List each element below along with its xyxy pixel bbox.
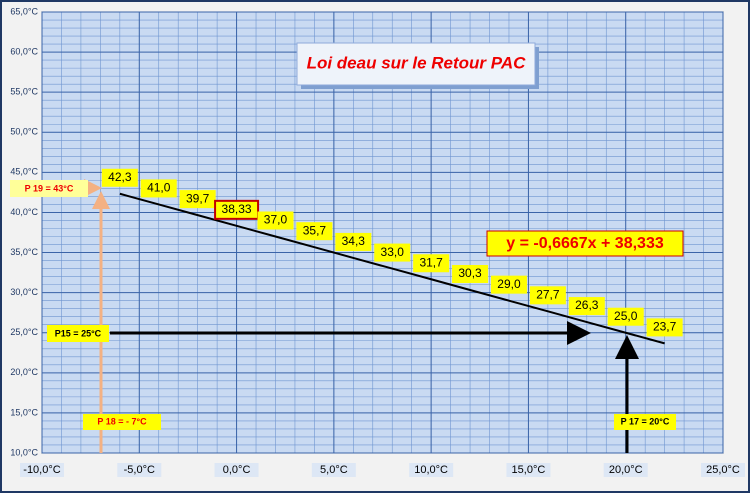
annotation: P 17 = 20°C xyxy=(621,416,670,426)
data-label-box xyxy=(374,243,411,262)
y-tick-label: 25,0°C xyxy=(10,327,38,337)
data-label: 38,33 xyxy=(222,202,252,216)
annotation-box xyxy=(47,325,109,342)
data-label: 34,3 xyxy=(342,234,366,248)
data-label-box xyxy=(646,318,683,337)
y-tick-label: 65,0°C xyxy=(10,6,38,16)
data-label: 23,7 xyxy=(653,320,677,334)
x-tick-box xyxy=(409,463,454,477)
annotation-box xyxy=(614,414,676,430)
data-label-box xyxy=(490,275,527,294)
annotation: P15 = 25°C xyxy=(55,328,102,338)
data-label: 25,0 xyxy=(614,309,638,323)
x-tick-label: 25,0°C xyxy=(706,464,740,476)
annotation: P 18 = - 7°C xyxy=(97,416,147,426)
equation-box xyxy=(486,230,684,257)
title-box xyxy=(296,42,536,86)
x-tick-label: 10,0°C xyxy=(414,464,448,476)
y-tick-label: 15,0°C xyxy=(10,407,38,417)
data-label: 26,3 xyxy=(575,298,599,312)
data-label-box xyxy=(607,307,644,326)
x-tick-box xyxy=(117,463,162,477)
data-label: 37,0 xyxy=(264,213,288,227)
x-tick-box xyxy=(20,463,64,477)
equation: y = -0,6667x + 38,333 xyxy=(506,235,664,252)
x-tick-label: 15,0°C xyxy=(512,464,546,476)
x-tick-label: -5,0°C xyxy=(124,464,155,476)
data-label-box xyxy=(101,168,138,187)
data-label-box xyxy=(529,286,566,305)
x-tick-box xyxy=(506,463,551,477)
x-tick-label: -10,0°C xyxy=(23,464,60,476)
x-tick-label: 20,0°C xyxy=(609,464,643,476)
x-tick-label: 0,0°C xyxy=(223,464,251,476)
data-label-box xyxy=(179,190,216,209)
y-tick-label: 10,0°C xyxy=(10,447,38,457)
data-label: 42,3 xyxy=(108,170,132,184)
x-tick-box xyxy=(311,463,356,477)
x-tick-box xyxy=(214,463,259,477)
y-tick-label: 40,0°C xyxy=(10,207,38,217)
data-label-box xyxy=(296,222,333,241)
data-label-box xyxy=(413,254,450,273)
data-label: 29,0 xyxy=(497,277,521,291)
data-label: 31,7 xyxy=(419,255,443,269)
data-label-box xyxy=(214,199,260,220)
data-label-box xyxy=(335,232,372,251)
y-tick-label: 55,0°C xyxy=(10,87,38,97)
y-tick-label: 35,0°C xyxy=(10,247,38,257)
data-label: 35,7 xyxy=(303,223,327,237)
annotation: P 19 = 43°C xyxy=(25,183,74,193)
data-label: 27,7 xyxy=(536,287,560,301)
data-label: 39,7 xyxy=(186,191,210,205)
y-tick-label: 60,0°C xyxy=(10,46,38,56)
annotation-box xyxy=(83,414,161,430)
data-label-box xyxy=(140,179,177,198)
x-tick-label: 5,0°C xyxy=(320,464,348,476)
annotation-box xyxy=(10,180,88,197)
y-tick-label: 45,0°C xyxy=(10,167,38,177)
series-line xyxy=(119,192,665,345)
y-tick-label: 30,0°C xyxy=(10,287,38,297)
data-label-box xyxy=(568,297,605,316)
chart-title: Loi deau sur le Retour PAC xyxy=(307,53,527,72)
y-tick-label: 50,0°C xyxy=(10,127,38,137)
data-label: 33,0 xyxy=(381,245,405,259)
data-label: 41,0 xyxy=(147,181,171,195)
data-label: 30,3 xyxy=(458,266,482,280)
data-label-box xyxy=(257,211,294,230)
y-tick-label: 20,0°C xyxy=(10,367,38,377)
x-tick-box xyxy=(603,463,648,477)
marks: 42,3 41,0 39,7 38,33 37,0 35,7 34,3 33,0 31,7 30,… xyxy=(101,168,683,345)
x-tick-box xyxy=(701,463,745,477)
data-label-box xyxy=(452,264,489,283)
